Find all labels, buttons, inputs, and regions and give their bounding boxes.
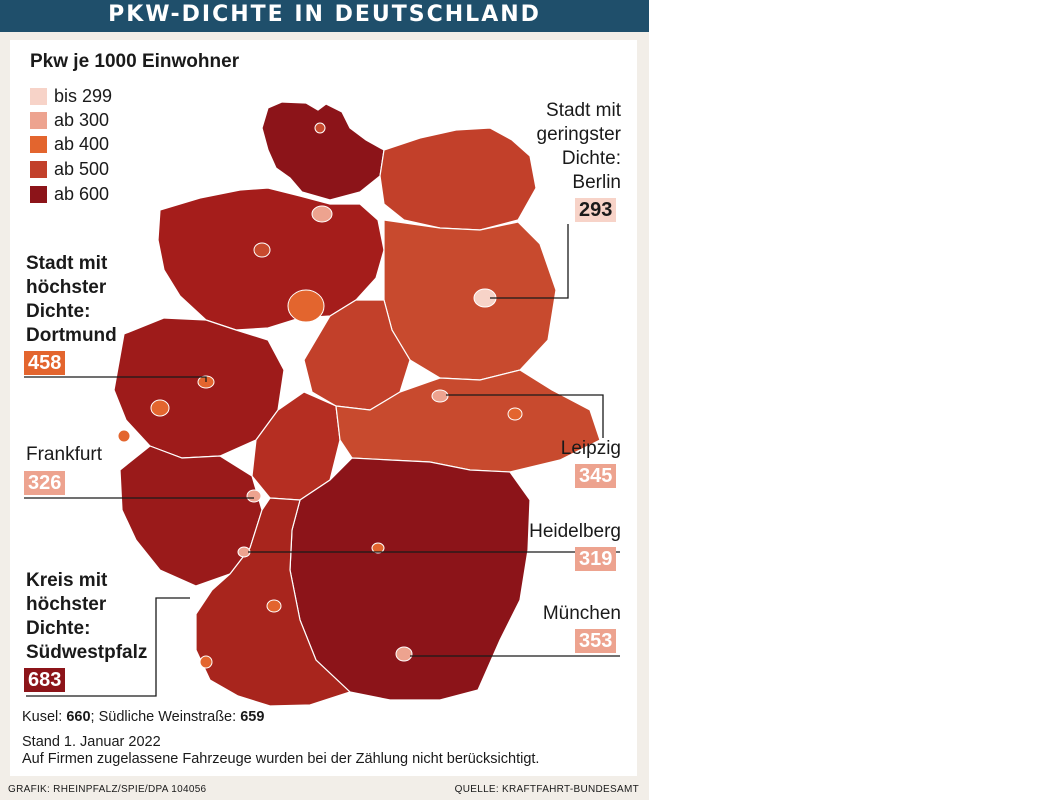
legend-title: Pkw je 1000 Einwohner [30, 51, 240, 72]
credit-graphic: GRAFIK: RHEINPFALZ/SPIE/DPA 104056 [8, 784, 207, 795]
leader-suedwestpfalz [26, 597, 190, 697]
infographic: PKW-DICHTE IN DEUTSCHLAND [0, 0, 649, 800]
callout-suedwestpfalz-value: 683 [24, 668, 66, 692]
legend-item: ab 400 [30, 134, 109, 154]
district-hannover [287, 289, 325, 323]
legend-item: ab 300 [30, 110, 109, 130]
callout-dortmund-text: Stadt mit höchster Dichte: Dortmund [26, 253, 117, 346]
map-region-bavaria [289, 457, 531, 701]
district-aachen [117, 429, 131, 443]
credit-source: QUELLE: KRAFTFAHRT-BUNDESAMT [454, 784, 639, 795]
footnote-kusel: Kusel: 660; Südliche Weinstraße: 659 [22, 709, 265, 725]
callout-berlin-value: 293 [575, 198, 617, 222]
leader-berlin [490, 224, 569, 299]
district-bremen [253, 242, 271, 258]
footnote-stand: Stand 1. Januar 2022 [22, 734, 161, 750]
district-frankfurt [246, 489, 262, 503]
callout-dortmund-value: 458 [24, 351, 66, 375]
map-region-north [261, 101, 385, 201]
district-hamburg [311, 205, 333, 223]
callout-leipzig-value: 345 [575, 464, 617, 488]
legend-swatch [30, 186, 47, 203]
callout-frankfurt-value: 326 [24, 471, 66, 495]
district-muenchen [395, 646, 413, 662]
legend-swatch [30, 88, 47, 105]
legend-swatch [30, 136, 47, 153]
callout-heidelberg-value: 319 [575, 547, 617, 571]
legend-swatch [30, 161, 47, 178]
callout-muenchen-name: München [542, 603, 621, 624]
district-nuernberg [371, 542, 385, 554]
map-region-hessen [251, 391, 341, 501]
callout-frankfurt-name: Frankfurt [26, 444, 103, 465]
map-region-east [383, 219, 557, 381]
district-dresden [507, 407, 523, 421]
germany-map [24, 101, 620, 707]
map-region-northwest [157, 187, 385, 331]
callout-suedwestpfalz-text: Kreis mit höchster Dichte: Südwestpfalz [26, 570, 148, 663]
callout-muenchen-value: 353 [575, 629, 617, 653]
map-region-northeast [379, 127, 537, 231]
legend-item: bis 299 [30, 86, 112, 106]
leader-leipzig [446, 394, 604, 438]
page-title: PKW-DICHTE IN DEUTSCHLAND [108, 2, 541, 27]
callout-berlin-text: Stadt mit geringster Dichte: Berlin [536, 100, 622, 193]
district-freiburg [199, 655, 213, 669]
title-bar: PKW-DICHTE IN DEUTSCHLAND [0, 0, 649, 32]
district-stuttgart [266, 599, 282, 613]
legend-item: ab 600 [30, 184, 109, 204]
callout-leipzig-name: Leipzig [560, 438, 621, 459]
callout-heidelberg-name: Heidelberg [529, 521, 621, 542]
legend-item: ab 500 [30, 159, 109, 179]
district-leipzig [431, 389, 449, 403]
footnote-note: Auf Firmen zugelassene Fahrzeuge wurden … [22, 751, 540, 767]
district-koeln [150, 399, 170, 417]
leader-dortmund [24, 376, 207, 382]
legend-swatch [30, 112, 47, 129]
district-kiel [314, 122, 326, 134]
